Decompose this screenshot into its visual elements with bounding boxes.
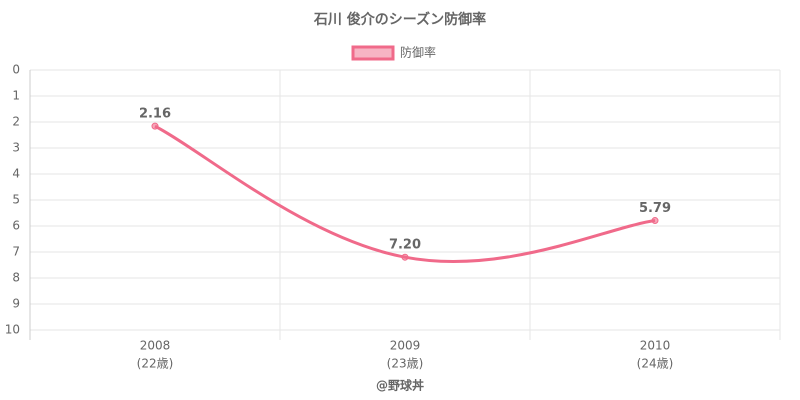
- y-tick-label: 6: [12, 219, 20, 233]
- point: [651, 217, 659, 225]
- footer: @野球丼: [376, 378, 424, 393]
- data-label: 5.79: [639, 201, 671, 216]
- y-tick-label: 10: [5, 323, 20, 337]
- point: [401, 253, 409, 261]
- y-tick-label: 2: [12, 115, 20, 129]
- y-tick-label: 4: [12, 167, 20, 181]
- x-tick-label: 2010: [640, 339, 671, 353]
- data-label: 7.20: [389, 238, 421, 253]
- x-tick-sublabel: (23歳): [387, 357, 424, 371]
- point: [151, 122, 159, 130]
- x-tick-label: 2009: [390, 339, 421, 353]
- x-tick-label: 2008: [140, 339, 171, 353]
- y-tick-label: 5: [12, 193, 20, 207]
- y-tick-label: 0: [12, 63, 20, 77]
- y-tick-label: 7: [12, 245, 20, 259]
- y-tick-label: 3: [12, 141, 20, 155]
- y-tick-label: 9: [12, 297, 20, 311]
- y-tick-label: 8: [12, 271, 20, 285]
- data-label: 2.16: [139, 107, 171, 122]
- chart-title: 石川 俊介のシーズン防御率: [313, 11, 486, 28]
- x-tick-sublabel: (24歳): [637, 357, 674, 371]
- legend-label: 防御率: [400, 45, 436, 60]
- legend-swatch: [351, 45, 395, 61]
- y-tick-label: 1: [12, 89, 20, 103]
- x-tick-sublabel: (22歳): [137, 357, 174, 371]
